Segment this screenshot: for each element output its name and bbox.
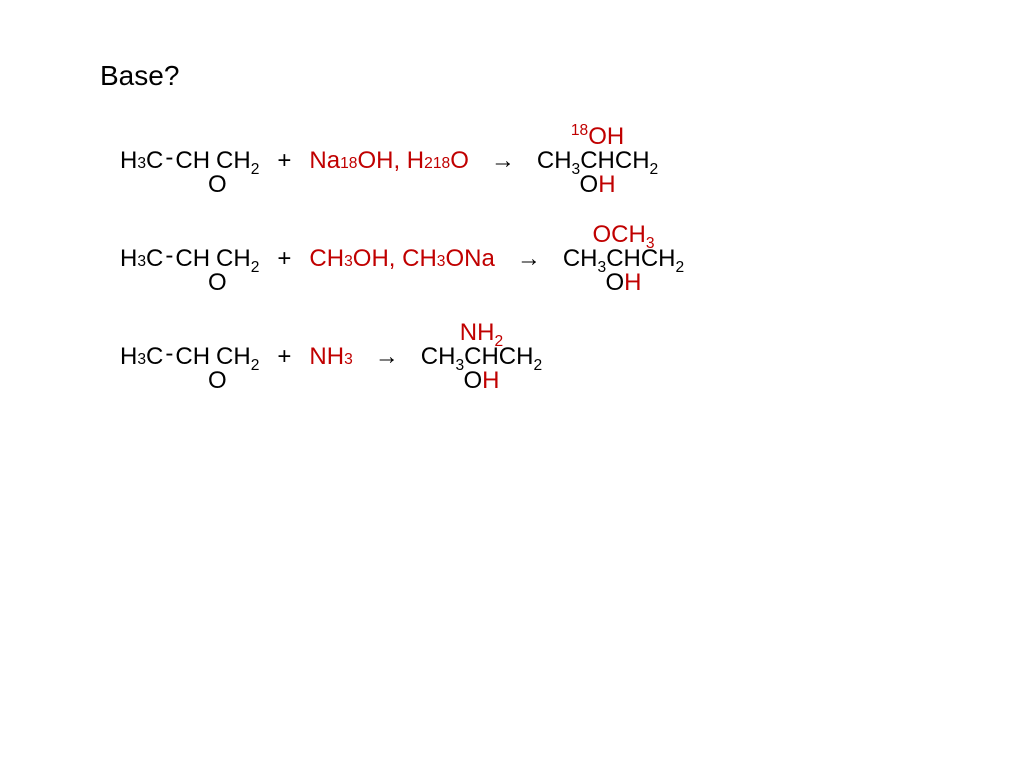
reagents: NH3 <box>309 343 352 371</box>
product-substituent-top: OCH3 <box>593 223 655 247</box>
product-substituent-top: 18OH <box>571 125 624 149</box>
plus-sign: + <box>277 147 291 175</box>
epoxide-oxygen: O <box>175 271 259 295</box>
reaction-arrow: → <box>517 245 541 273</box>
reaction-arrow: → <box>491 147 515 175</box>
epoxide-oxygen: O <box>175 173 259 197</box>
plus-sign: + <box>277 343 291 371</box>
product: NH2CH3CHCH2OH <box>421 343 542 371</box>
product-substituent-bottom: OH <box>463 369 499 393</box>
product: OCH3CH3CHCH2OH <box>563 245 684 273</box>
slide: Base? H3C-CHCH2O + Na18OH, H218O → 18OHCH3CH… <box>0 0 1024 768</box>
reaction-line: H3C-CHCH2O + Na18OH, H218O → 18OHCH3CHCH2OH <box>120 147 924 175</box>
reaction-row: H3C-CHCH2O + Na18OH, H218O → 18OHCH3CHCH2OH <box>120 147 924 175</box>
reagents: CH3OH, CH3ONa <box>309 245 494 273</box>
slide-title: Base? <box>100 60 924 92</box>
reaction-row: H3C-CHCH2O + NH3 → NH2CH3CHCH2OH <box>120 343 924 371</box>
reaction-row: H3C-CHCH2O + CH3OH, CH3ONa → OCH3CH3CHCH2OH <box>120 245 924 273</box>
product-substituent-top: NH2 <box>460 321 503 345</box>
reactant-epoxide: H3C-CHCH2O <box>120 245 259 273</box>
plus-sign: + <box>277 245 291 273</box>
reaction-line: H3C-CHCH2O + CH3OH, CH3ONa → OCH3CH3CHCH2OH <box>120 245 924 273</box>
product-substituent-bottom: OH <box>606 271 642 295</box>
reagents: Na18OH, H218O <box>309 147 468 175</box>
reaction-arrow: → <box>375 343 399 371</box>
reactions-container: H3C-CHCH2O+Na18OH, H218O→18OHCH3CHCH2OHH… <box>100 147 924 371</box>
product-substituent-bottom: OH <box>580 173 616 197</box>
reactant-epoxide: H3C-CHCH2O <box>120 343 259 371</box>
product: 18OHCH3CHCH2OH <box>537 147 658 175</box>
reaction-line: H3C-CHCH2O + NH3 → NH2CH3CHCH2OH <box>120 343 924 371</box>
epoxide-oxygen: O <box>175 369 259 393</box>
reactant-epoxide: H3C-CHCH2O <box>120 147 259 175</box>
